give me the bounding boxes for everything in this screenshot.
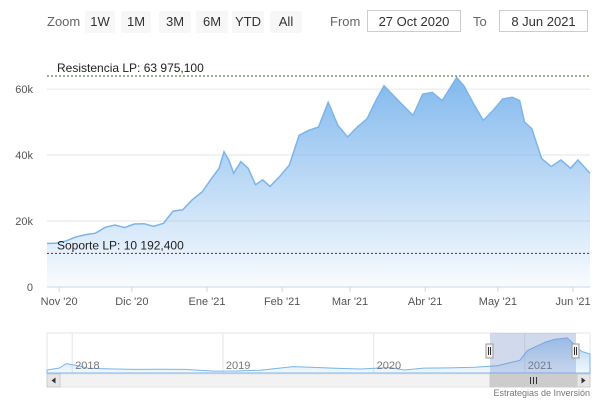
zoom-button-1w[interactable]: 1W (85, 11, 115, 33)
support-label: Soporte LP: 10 192,400 (57, 238, 184, 252)
y-tick-label: 20k (15, 216, 33, 228)
x-tick-label: Ene '21 (189, 296, 226, 308)
x-tick-label: May '21 (479, 296, 517, 308)
y-tick-label: 40k (15, 150, 33, 162)
x-tick-label: Feb '21 (264, 296, 300, 308)
navigator-year-labels: 2018 2019 2020 2021 (75, 360, 552, 372)
y-axis-labels: 0 20k 40k 60k (15, 84, 33, 294)
navigator-left-handle[interactable] (485, 343, 494, 359)
scrollbar[interactable] (46, 373, 591, 388)
zoom-label: Zoom (47, 14, 81, 29)
x-tick-label: Mar '21 (332, 296, 368, 308)
navigator-right-handle[interactable] (571, 343, 580, 359)
zoom-button-ytd[interactable]: YTD (232, 11, 264, 33)
arrow-right-icon (581, 377, 586, 384)
x-tick-label: Nov '20 (41, 296, 78, 308)
navigator-year-label: 2021 (528, 360, 552, 372)
zoom-button-6m[interactable]: 6M (196, 11, 228, 33)
resistance-label: Resistencia LP: 63 975,100 (57, 61, 204, 75)
y-tick-label: 0 (27, 282, 33, 294)
plot-lines: Resistencia LP: 63 975,100 Soporte LP: 10… (47, 61, 590, 254)
from-label: From (330, 14, 361, 29)
x-axis-labels: Nov '20 Dic '20 Ene '21 Feb '21 Mar '21 Abr '… (41, 287, 591, 308)
to-date-input[interactable]: 8 Jun 2021 (499, 10, 588, 32)
navigator-selected-range[interactable] (490, 333, 576, 373)
navigator: 2018 2019 2020 2021 (46, 332, 591, 374)
x-tick-label: Dic '20 (115, 296, 148, 308)
price-line (46, 76, 591, 245)
from-date-input[interactable]: 27 Oct 2020 (367, 10, 461, 32)
x-tick-label: Abr '21 (408, 296, 443, 308)
credits-link[interactable]: Estrategias de Inversión (493, 388, 590, 398)
x-tick-label: Jun '21 (555, 296, 590, 308)
range-selector: Zoom 1W 1M 3M 6M YTD All From 27 Oct 202… (0, 0, 602, 44)
navigator-year-label: 2018 (75, 360, 99, 372)
zoom-button-1m[interactable]: 1M (121, 11, 151, 33)
price-area (47, 77, 590, 287)
y-tick-label: 60k (15, 84, 33, 96)
navigator-year-label: 2019 (226, 360, 250, 372)
to-label: To (473, 14, 487, 29)
navigator-year-label: 2020 (377, 360, 401, 372)
navigator-area (46, 337, 591, 374)
arrow-left-icon (51, 377, 56, 384)
zoom-button-3m[interactable]: 3M (159, 11, 191, 33)
zoom-button-all[interactable]: All (270, 11, 302, 33)
